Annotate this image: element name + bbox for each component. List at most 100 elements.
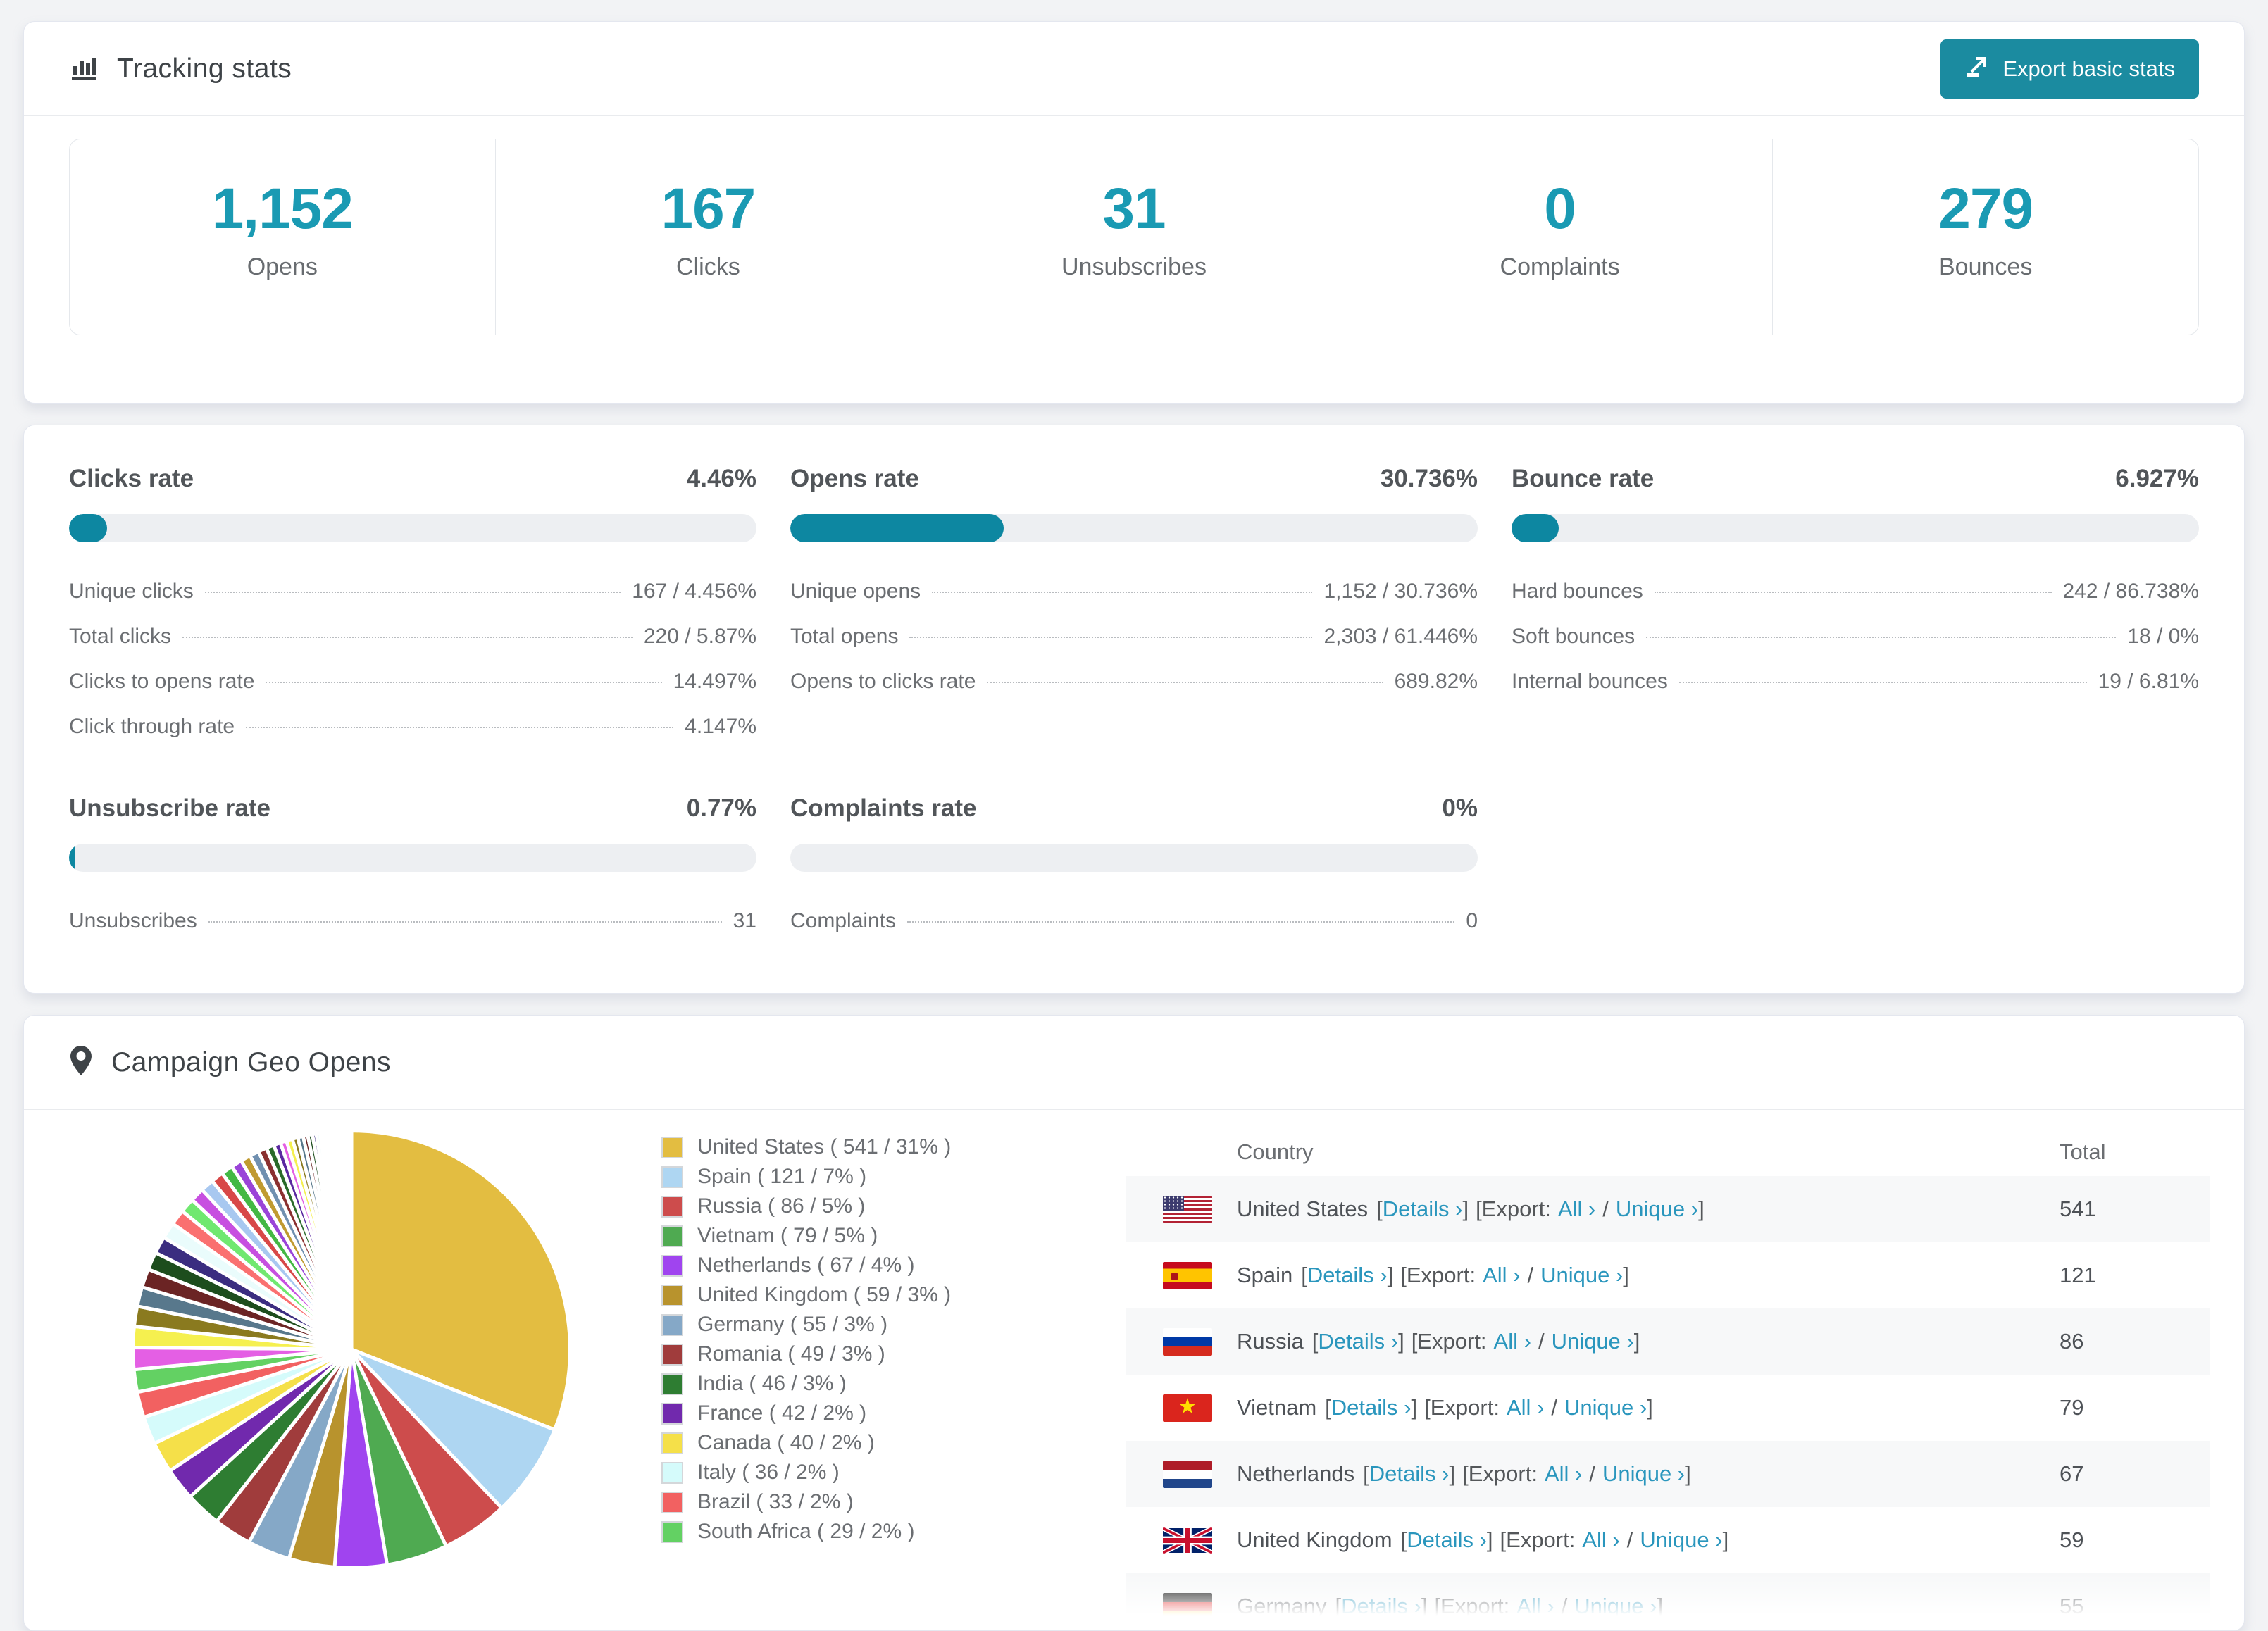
legend-swatch: [661, 1166, 683, 1188]
table-row-russia: Russia[Details ›] [Export: All › / Unique ›]…: [1126, 1308, 2210, 1375]
legend-swatch: [661, 1373, 683, 1395]
geo-pie-chart[interactable]: [24, 1110, 644, 1630]
table-row-spain: Spain[Details ›] [Export: All › / Unique ›] …: [1126, 1242, 2210, 1308]
header-divider: [24, 115, 2244, 116]
geo-header-divider: [24, 1109, 2244, 1110]
export-all-link[interactable]: All ›: [1506, 1395, 1545, 1420]
geo-opens-card: Campaign Geo Opens United States ( 541 /…: [23, 1015, 2245, 1631]
legend-item: Russia ( 86 / 5% ): [661, 1192, 1126, 1221]
legend-item: India ( 46 / 3% ): [661, 1369, 1126, 1399]
complaints-rate-section: Complaints rate 0% Complaints 0: [790, 794, 1478, 944]
rate-row: Soft bounces 18 / 0%: [1512, 625, 2199, 648]
rates-card: Clicks rate 4.46% Unique clicks 167 / 4.4…: [23, 425, 2245, 994]
export-all-link[interactable]: All ›: [1582, 1527, 1620, 1552]
tracking-stats-header: Tracking stats Export basic stats: [24, 22, 2244, 115]
legend-item: Vietnam ( 79 / 5% ): [661, 1221, 1126, 1251]
legend-swatch: [661, 1461, 683, 1484]
export-all-link[interactable]: All ›: [1493, 1329, 1531, 1354]
legend-item: Brazil ( 33 / 2% ): [661, 1487, 1126, 1517]
export-unique-link[interactable]: Unique ›: [1574, 1594, 1657, 1618]
clicks-rate-bar: [69, 514, 756, 542]
opens-rate-section: Opens rate 30.736% Unique opens 1,152 / 3…: [790, 465, 1478, 749]
geo-table: Country Total United States[Details ›] [Ex…: [1126, 1110, 2210, 1630]
table-row-vietnam: Vietnam[Details ›][Export:All ›/Unique ›…: [1126, 1375, 2210, 1441]
bar-chart-icon: [69, 52, 99, 85]
export-unique-link[interactable]: Unique ›: [1602, 1461, 1686, 1486]
stat-complaints: 0 Complaints: [1347, 139, 1774, 335]
details-link[interactable]: Details ›: [1341, 1594, 1421, 1618]
rate-row: Total opens 2,303 / 61.446%: [790, 625, 1478, 648]
table-row-united-kingdom: United Kingdom[Details ›] [Export: All › / U…: [1126, 1507, 2210, 1573]
geo-pie-legend: United States ( 541 / 31% ) Spain ( 121 …: [644, 1110, 1126, 1630]
export-unique-link[interactable]: Unique ›: [1540, 1263, 1624, 1287]
stat-unsubscribes: 31 Unsubscribes: [921, 139, 1347, 335]
details-link[interactable]: Details ›: [1331, 1395, 1412, 1420]
stat-bounces: 279 Bounces: [1938, 177, 2033, 281]
legend-swatch: [661, 1520, 683, 1543]
rate-row: Hard bounces 242 / 86.738%: [1512, 580, 2199, 603]
geo-table-header: Country Total: [1237, 1139, 2106, 1164]
legend-item: United Kingdom ( 59 / 3% ): [661, 1280, 1126, 1310]
rate-row: Unsubscribes 31: [69, 909, 756, 932]
export-icon: [1964, 54, 1990, 85]
legend-item: Canada ( 40 / 2% ): [661, 1428, 1126, 1458]
unsubscribe-rate-section: Unsubscribe rate 0.77% Unsubscribes 31: [69, 794, 756, 944]
details-link[interactable]: Details ›: [1407, 1527, 1487, 1552]
bounce-rate-bar: [1512, 514, 2199, 542]
russia-flag-icon: [1163, 1327, 1212, 1356]
opens-rate-bar: [790, 514, 1478, 542]
bounce-rate-section: Bounce rate 6.927% Hard bounces 242 / 86.…: [1512, 465, 2199, 749]
legend-item: United States ( 541 / 31% ): [661, 1132, 1126, 1162]
export-unique-link[interactable]: Unique ›: [1551, 1329, 1634, 1354]
legend-swatch: [661, 1284, 683, 1306]
geo-section-title: Campaign Geo Opens: [111, 1046, 392, 1077]
us-flag-icon: [1163, 1195, 1212, 1223]
export-unique-link[interactable]: Unique ›: [1564, 1395, 1647, 1420]
stat-clicks: 167 Clicks: [496, 139, 922, 335]
legend-item: Italy ( 36 / 2% ): [661, 1458, 1126, 1487]
details-link[interactable]: Details ›: [1307, 1263, 1388, 1287]
export-basic-stats-button[interactable]: Export basic stats: [1940, 39, 2199, 99]
details-link[interactable]: Details ›: [1369, 1461, 1450, 1486]
complaints-rate-bar: [790, 844, 1478, 872]
export-unique-link[interactable]: Unique ›: [1640, 1527, 1723, 1552]
page-title: Tracking stats: [117, 53, 292, 84]
rate-row: Click through rate 4.147%: [69, 715, 756, 738]
uk-flag-icon: [1163, 1526, 1212, 1554]
rate-row: Internal bounces 19 / 6.81%: [1512, 670, 2199, 693]
legend-swatch: [661, 1254, 683, 1277]
export-all-link[interactable]: All ›: [1557, 1196, 1596, 1221]
legend-swatch: [661, 1343, 683, 1366]
tracking-stats-card: Tracking stats Export basic stats 1,152 …: [23, 21, 2245, 404]
rate-row: Opens to clicks rate 689.82%: [790, 670, 1478, 693]
legend-swatch: [661, 1225, 683, 1247]
summary-stats: 1,152 Opens 167 Clicks 31 Unsubscribes 0…: [69, 139, 2199, 335]
table-row-united-states: United States[Details ›] [Export: All › / Un…: [1126, 1176, 2210, 1242]
legend-swatch: [661, 1313, 683, 1336]
legend-item: Germany ( 55 / 3% ): [661, 1310, 1126, 1339]
legend-swatch: [661, 1402, 683, 1425]
rate-row: Unique opens 1,152 / 30.736%: [790, 580, 1478, 603]
legend-item: France ( 42 / 2% ): [661, 1399, 1126, 1428]
export-all-link[interactable]: All ›: [1544, 1461, 1583, 1486]
legend-item: Netherlands ( 67 / 4% ): [661, 1251, 1126, 1280]
germany-flag-icon: [1163, 1592, 1212, 1620]
legend-swatch: [661, 1491, 683, 1513]
details-link[interactable]: Details ›: [1318, 1329, 1399, 1354]
export-all-link[interactable]: All ›: [1483, 1263, 1521, 1287]
legend-swatch: [661, 1136, 683, 1158]
legend-item: Romania ( 49 / 3% ): [661, 1339, 1126, 1369]
rate-row: Unique clicks 167 / 4.456%: [69, 580, 756, 603]
export-all-link[interactable]: All ›: [1516, 1594, 1554, 1618]
unsubscribe-rate-bar: [69, 844, 756, 872]
export-unique-link[interactable]: Unique ›: [1615, 1196, 1699, 1221]
rate-row: Clicks to opens rate 14.497%: [69, 670, 756, 693]
vietnam-flag-icon: [1163, 1394, 1212, 1422]
details-link[interactable]: Details ›: [1382, 1196, 1463, 1221]
stat-opens: 1,152 Opens: [70, 139, 496, 335]
legend-item: Spain ( 121 / 7% ): [661, 1162, 1126, 1192]
legend-swatch: [661, 1195, 683, 1218]
spain-flag-icon: [1163, 1261, 1212, 1289]
clicks-rate-section: Clicks rate 4.46% Unique clicks 167 / 4.4…: [69, 465, 756, 749]
legend-swatch: [661, 1432, 683, 1454]
